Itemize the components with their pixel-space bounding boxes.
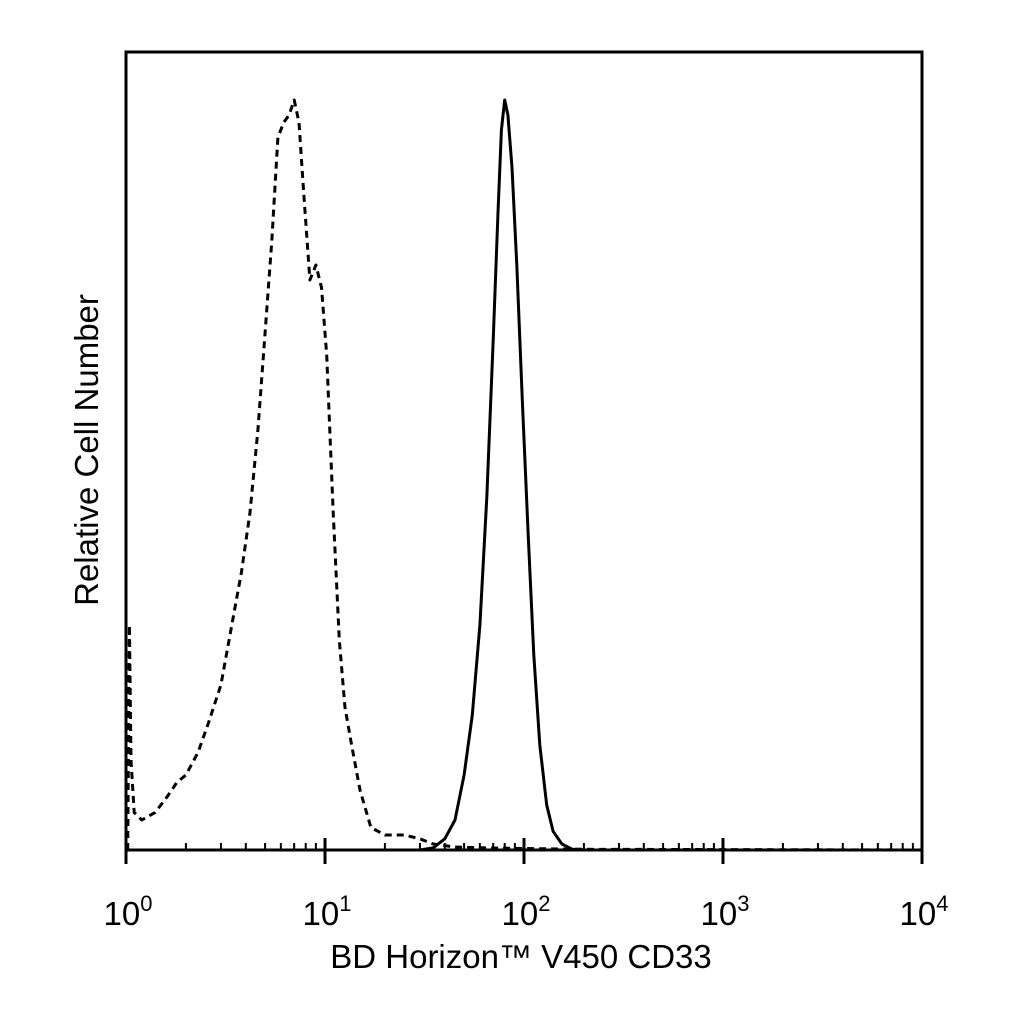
series-layer	[126, 98, 923, 852]
x-tick-label: 103	[701, 891, 750, 932]
x-tick-label-exponent: 2	[538, 891, 550, 916]
y-axis-title: Relative Cell Number	[68, 294, 105, 606]
x-tick-labels: 100 101 102 103 104	[104, 891, 949, 932]
x-major-ticks	[124, 838, 924, 864]
x-tick-label: 100	[104, 891, 153, 932]
x-tick-label-exponent: 0	[140, 891, 152, 916]
x-tick-label-base: 10	[701, 895, 738, 932]
series-dashed-line	[126, 98, 923, 852]
x-tick-label: 102	[502, 891, 551, 932]
x-tick-label-exponent: 3	[737, 891, 749, 916]
series-solid-line	[126, 98, 922, 852]
x-tick-label-exponent: 1	[339, 891, 351, 916]
x-tick-label-base: 10	[502, 895, 539, 932]
x-tick-label-base: 10	[104, 895, 141, 932]
x-tick-label: 101	[303, 891, 352, 932]
x-tick-label-exponent: 4	[936, 891, 948, 916]
x-tick-label-base: 10	[900, 895, 937, 932]
x-axis-title: BD Horizon™ V450 CD33	[330, 938, 712, 975]
x-tick-label-base: 10	[303, 895, 340, 932]
x-tick-label: 104	[900, 891, 949, 932]
